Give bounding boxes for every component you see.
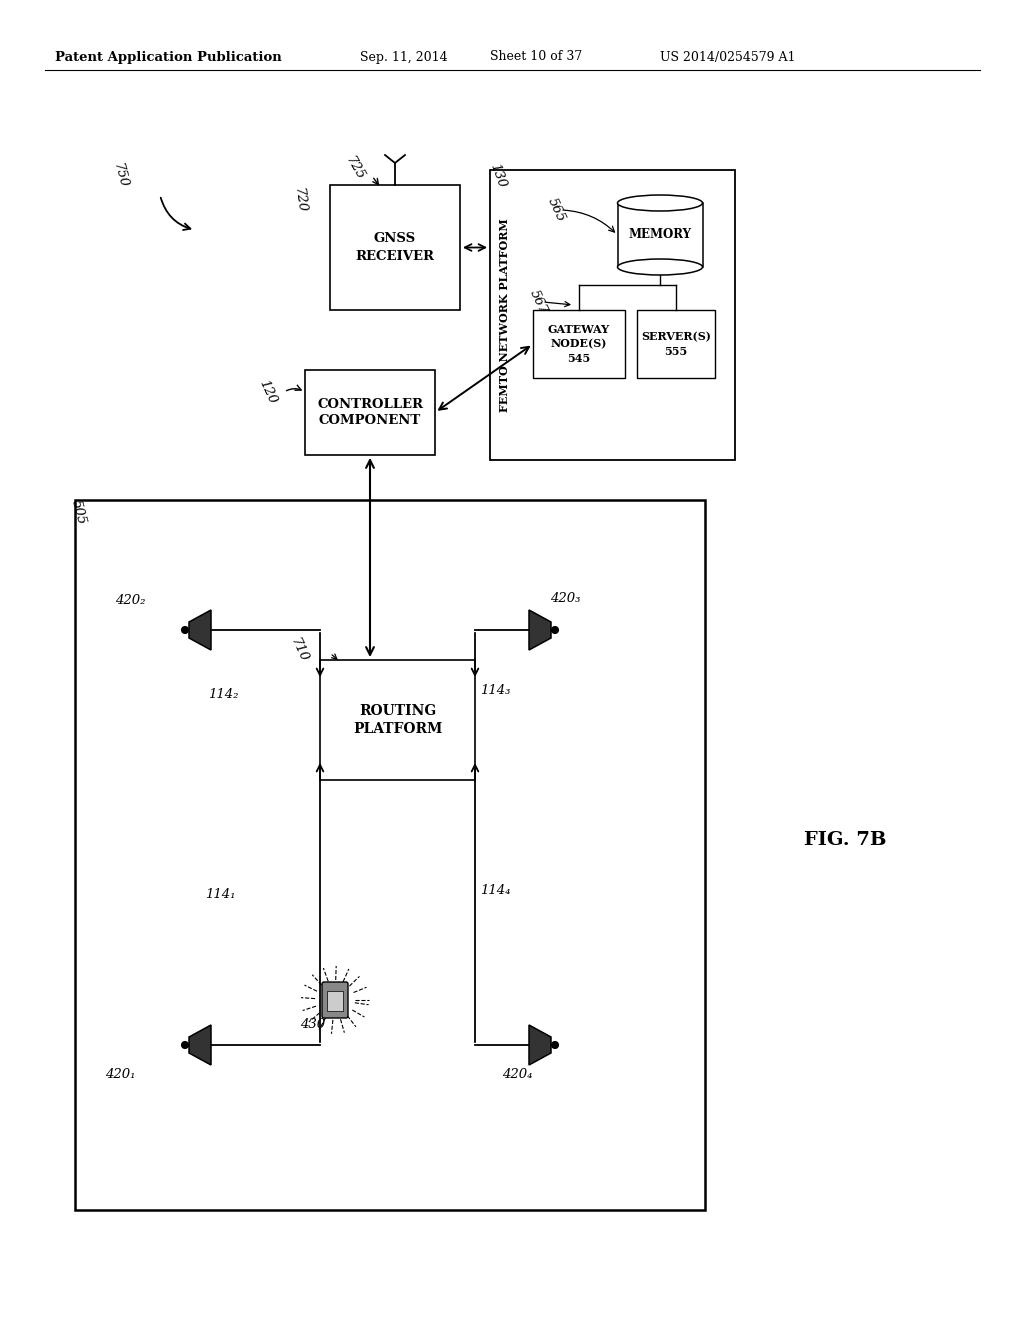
Text: Sep. 11, 2014: Sep. 11, 2014 xyxy=(360,50,447,63)
Text: CONTROLLER
COMPONENT: CONTROLLER COMPONENT xyxy=(317,397,423,428)
Text: 720: 720 xyxy=(292,186,308,214)
Polygon shape xyxy=(189,1026,211,1065)
Text: 120: 120 xyxy=(257,378,280,407)
Polygon shape xyxy=(189,610,211,649)
Bar xyxy=(534,310,625,378)
Bar xyxy=(305,370,435,455)
Text: GNSS
RECEIVER: GNSS RECEIVER xyxy=(355,232,434,263)
Ellipse shape xyxy=(617,259,702,275)
Text: 430: 430 xyxy=(300,1019,326,1031)
Text: US 2014/0254579 A1: US 2014/0254579 A1 xyxy=(660,50,796,63)
Text: GATEWAY
NODE(S)
545: GATEWAY NODE(S) 545 xyxy=(548,323,610,364)
Text: 750: 750 xyxy=(111,161,129,189)
Circle shape xyxy=(181,1041,188,1048)
Text: 505: 505 xyxy=(69,498,87,525)
Ellipse shape xyxy=(617,195,702,211)
Text: 420₂: 420₂ xyxy=(115,594,145,606)
Bar xyxy=(330,185,460,310)
Text: 114₄: 114₄ xyxy=(480,883,511,896)
FancyBboxPatch shape xyxy=(322,982,348,1018)
Text: 114₃: 114₃ xyxy=(480,684,511,697)
Bar xyxy=(617,203,702,267)
Text: 725: 725 xyxy=(343,154,367,182)
Text: 420₄: 420₄ xyxy=(502,1068,532,1081)
Polygon shape xyxy=(529,610,551,649)
Bar xyxy=(490,170,735,459)
Text: 567: 567 xyxy=(526,288,549,315)
Text: 114₁: 114₁ xyxy=(205,888,236,902)
Bar xyxy=(637,310,715,378)
Circle shape xyxy=(552,1041,558,1048)
Text: MEMORY: MEMORY xyxy=(629,228,691,242)
Text: Sheet 10 of 37: Sheet 10 of 37 xyxy=(490,50,583,63)
Text: 420₁: 420₁ xyxy=(105,1068,135,1081)
Polygon shape xyxy=(529,1026,551,1065)
Bar xyxy=(327,991,343,1011)
Circle shape xyxy=(181,627,188,634)
Text: 130: 130 xyxy=(487,162,508,190)
Text: 565: 565 xyxy=(545,195,567,224)
Text: ROUTING
PLATFORM: ROUTING PLATFORM xyxy=(353,704,442,737)
Text: 420₃: 420₃ xyxy=(550,591,581,605)
Text: FEMTO NETWORK PLATFORM: FEMTO NETWORK PLATFORM xyxy=(499,218,510,412)
Text: SERVER(S)
555: SERVER(S) 555 xyxy=(641,331,711,356)
Circle shape xyxy=(552,627,558,634)
Text: 710: 710 xyxy=(288,636,310,664)
Text: FIG. 7B: FIG. 7B xyxy=(804,832,886,849)
Bar xyxy=(319,660,475,780)
Text: Patent Application Publication: Patent Application Publication xyxy=(55,50,282,63)
Bar xyxy=(75,500,705,1210)
Text: 114₂: 114₂ xyxy=(208,689,239,701)
